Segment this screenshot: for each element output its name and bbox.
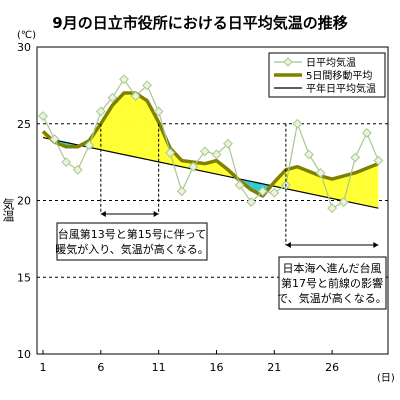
normal-temperature-line [42,136,379,209]
daily-temperature-point [84,140,95,151]
daily-temperature-point [61,157,72,168]
daily-temperature-point [246,197,257,207]
x-unit-label: (日) [377,373,395,384]
annotation-text: 台風第13号と第15号に伴って [58,227,206,241]
daily-temperature-point [350,152,361,163]
daily-temperature-point [119,74,129,85]
fill-layer [43,93,379,209]
daily-temperature-point [373,155,384,166]
x-tick-label: 16 [209,361,223,374]
y-tick-label: 30 [17,41,31,54]
daily-temperature-point [72,164,83,175]
anomaly-fill [297,166,309,194]
grid-layer [37,123,388,278]
x-tick-label: 6 [97,361,104,374]
anomaly-fill [123,93,136,158]
legend-label: 平年日平均気温 [306,82,376,95]
y-tick-label: 10 [17,348,31,361]
daily-temperature-point [315,167,326,178]
arrow-left [100,211,106,217]
daily-temperature-point [292,118,303,129]
y-axis-title: 気温 [1,197,15,222]
x-tick-label: 1 [40,361,47,374]
anomaly-fill [135,93,148,160]
daily-temperature-point [165,148,176,158]
legend-marker-daily [283,57,293,67]
daily-temperature-point [234,180,245,191]
annotation-box [56,222,208,261]
anomaly-fill [308,171,321,197]
daily-temperature-point [130,91,141,102]
anomaly-fill [343,172,356,204]
daily-temperature-point [176,186,187,197]
legend-label: 5日間移動平均 [306,69,372,82]
y-tick-label: 25 [17,118,31,131]
annotation-text: 暖気が入り、気温が高くなる。 [55,242,209,256]
anomaly-fill [112,93,124,155]
daily-temperature-point [269,187,280,198]
y-tick-label: 15 [17,271,31,284]
daily-temperature-point [188,161,199,172]
moving-average-line [41,91,380,198]
daily-temperature-point [327,203,338,214]
plot-frame [36,46,389,355]
anomaly-fill [100,105,113,153]
x-tick-label: 26 [325,361,339,374]
series-layer [38,74,384,214]
annotation-text: 第17号と前線の影響 [281,276,383,290]
daily-temperature-point [38,111,48,121]
daily-temperature-point [223,138,233,149]
x-tick-label: 11 [152,361,166,374]
x-tick-label: 21 [267,361,281,374]
anomaly-fill [147,100,159,162]
daily-temperature-point [107,92,118,103]
legend-label: 日平均気温 [306,56,356,69]
daily-temperature-point [49,134,60,145]
arrow-right [153,211,159,217]
daily-temperature-line [42,78,379,210]
daily-temperature-point [153,106,164,117]
y-unit-label: (℃) [17,30,36,41]
annotation-text: 日本海へ進んだ台風 [283,261,382,275]
anomaly-fill [366,163,379,209]
daily-temperature-point [95,106,106,117]
annotation-text: で、気温が高くなる。 [277,291,387,305]
daily-temperature-point [338,197,349,207]
annotation-box [278,256,387,310]
anomaly-fill [332,175,344,201]
y-tick-label: 20 [17,195,31,208]
anomaly-fill [355,168,367,206]
arrow-left [285,242,291,248]
annotation-layer: 台風第13号と第15号に伴って暖気が入り、気温が高くなる。日本海へ進んだ台風第1… [55,123,387,310]
daily-temperature-point [361,128,372,138]
daily-temperature-point [304,149,314,160]
chart-title: 9月の日立市役所における日平均気温の推移 [52,14,347,32]
daily-temperature-point [142,80,152,91]
daily-temperature-point [211,149,222,160]
daily-temperature-point [200,146,210,157]
arrow-right [373,242,379,248]
daily-temperature-point [257,186,268,197]
